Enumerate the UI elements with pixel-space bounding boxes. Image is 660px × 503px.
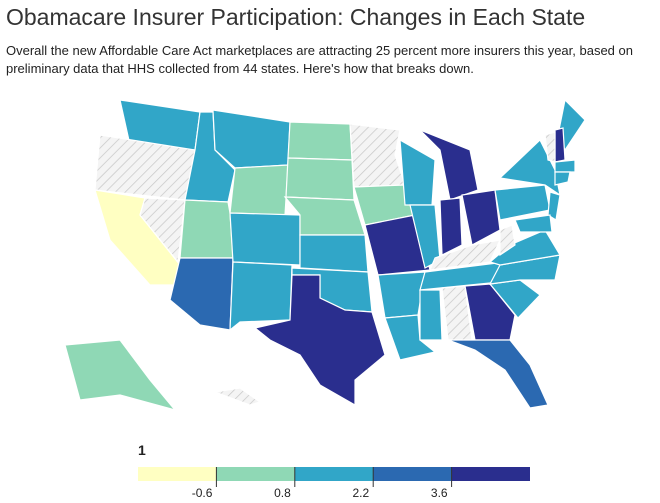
state xyxy=(461,189,501,246)
state xyxy=(464,283,516,341)
legend: -0.6 0.8 2.2 3.6 xyxy=(138,467,530,500)
state xyxy=(64,339,177,412)
state xyxy=(212,387,262,406)
state xyxy=(554,159,576,173)
legend-tick-label: 3.6 xyxy=(431,486,448,500)
title: Obamacare Insurer Participation: Changes… xyxy=(6,4,586,30)
state xyxy=(179,199,234,259)
state xyxy=(299,234,369,273)
states xyxy=(64,98,586,412)
state xyxy=(229,212,301,266)
state xyxy=(169,257,234,331)
state xyxy=(547,191,561,221)
legend-swatch xyxy=(216,467,295,481)
state xyxy=(554,171,571,186)
legend-swatch xyxy=(373,467,452,481)
state xyxy=(494,184,551,221)
legend-swatch xyxy=(451,467,530,481)
state xyxy=(554,127,566,163)
subtitle: Overall the new Affordable Care Act mark… xyxy=(6,43,633,76)
state xyxy=(439,197,463,256)
state xyxy=(349,123,406,188)
state xyxy=(285,157,355,201)
state xyxy=(447,339,549,409)
state xyxy=(287,121,353,161)
state xyxy=(377,271,426,319)
state xyxy=(384,314,437,361)
state xyxy=(212,109,291,169)
state xyxy=(557,98,586,152)
legend-tick-label: 0.8 xyxy=(274,486,291,500)
state xyxy=(514,214,553,233)
state xyxy=(229,164,289,216)
state xyxy=(499,224,516,257)
legend-swatch xyxy=(138,467,217,481)
state xyxy=(399,138,436,206)
state xyxy=(419,289,443,341)
state xyxy=(429,239,502,271)
state xyxy=(253,274,386,407)
legend-tick-label: 2.2 xyxy=(353,486,370,500)
legend-title: 1 xyxy=(138,442,146,458)
legend-swatch xyxy=(294,467,374,481)
state xyxy=(139,197,186,264)
state xyxy=(229,261,293,332)
legend-tick-label: -0.6 xyxy=(192,486,213,500)
